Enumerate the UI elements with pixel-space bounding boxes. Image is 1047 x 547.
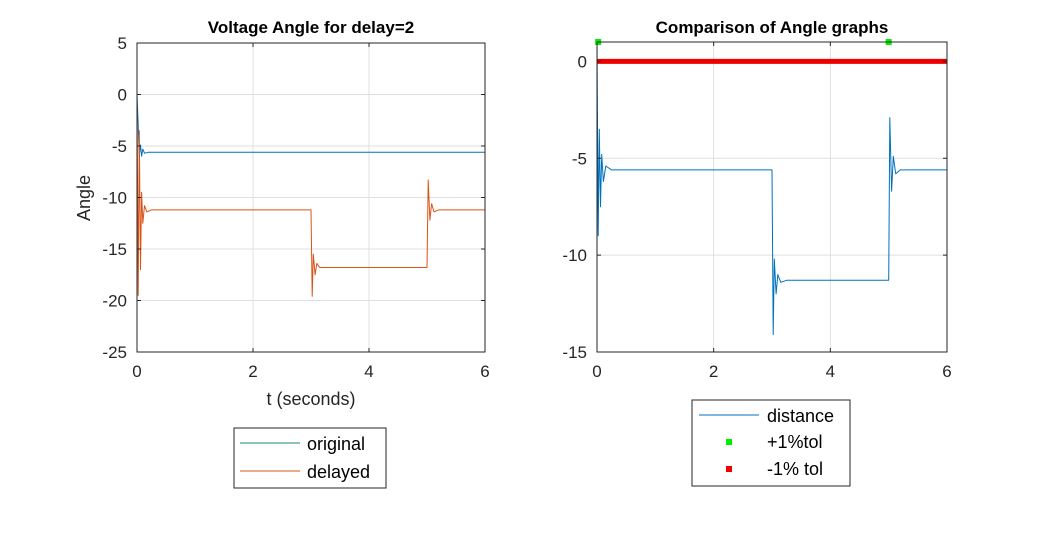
left-chart-title: Voltage Angle for delay=2	[208, 18, 414, 37]
right-axes-frame	[596, 41, 948, 353]
legend-distance-label: distance	[767, 406, 834, 426]
legend-original-label: original	[307, 434, 365, 454]
right-axes-series	[595, 39, 947, 336]
right-axes-ticks: 0 2 4 6 0 -5 -10 -15	[562, 42, 952, 381]
y-tick-label: 0	[578, 52, 587, 71]
x-tick-label: 4	[364, 362, 373, 381]
left-axes: 0 2 4 6 5 0 -5 -10 -15 -20 -25 Voltage Angle for d…	[74, 18, 490, 489]
left-legend-box	[233, 427, 387, 489]
y-tick-label: 0	[118, 86, 127, 105]
left-axes-grid	[136, 42, 486, 353]
y-tick-label: -5	[112, 137, 127, 156]
left-legend: original delayed	[233, 427, 387, 489]
legend-plus-tol-label: +1%tol	[767, 432, 823, 452]
x-tick-label: 0	[132, 362, 141, 381]
y-tick-label: -15	[102, 240, 127, 259]
right-axes: 0 2 4 6 0 -5 -10 -15 Comparison of Angle graphs…	[562, 18, 952, 487]
left-axes-series	[136, 94, 485, 297]
y-tick-label: 5	[118, 34, 127, 53]
right-chart-title: Comparison of Angle graphs	[656, 18, 889, 37]
series-delayed-line	[136, 94, 485, 297]
legend-minus-tol-swatch	[726, 466, 732, 472]
y-tick-label: -10	[102, 189, 127, 208]
y-tick-label: -5	[572, 149, 587, 168]
x-tick-label: 2	[709, 362, 718, 381]
x-tick-label: 2	[248, 362, 257, 381]
x-tick-label: 4	[826, 362, 835, 381]
legend-plus-tol-swatch	[726, 439, 732, 445]
legend-delayed-label: delayed	[307, 462, 370, 482]
y-tick-label: -25	[102, 343, 127, 362]
series-distance-line	[596, 41, 947, 336]
right-legend: distance +1%tol -1% tol	[691, 399, 851, 487]
y-tick-label: -20	[102, 292, 127, 311]
left-y-axis-label: Angle	[74, 175, 94, 221]
right-legend-box	[691, 399, 851, 487]
left-axes-ticks: 0 2 4 6 5 0 -5 -10 -15 -20 -25	[102, 34, 489, 381]
x-tick-label: 6	[942, 362, 951, 381]
y-tick-label: -10	[562, 246, 587, 265]
series-original-line	[136, 94, 485, 157]
y-tick-label: -15	[562, 343, 587, 362]
x-tick-label: 0	[592, 362, 601, 381]
x-tick-label: 6	[480, 362, 489, 381]
left-x-axis-label: t (seconds)	[266, 389, 355, 409]
legend-minus-tol-label: -1% tol	[767, 459, 823, 479]
